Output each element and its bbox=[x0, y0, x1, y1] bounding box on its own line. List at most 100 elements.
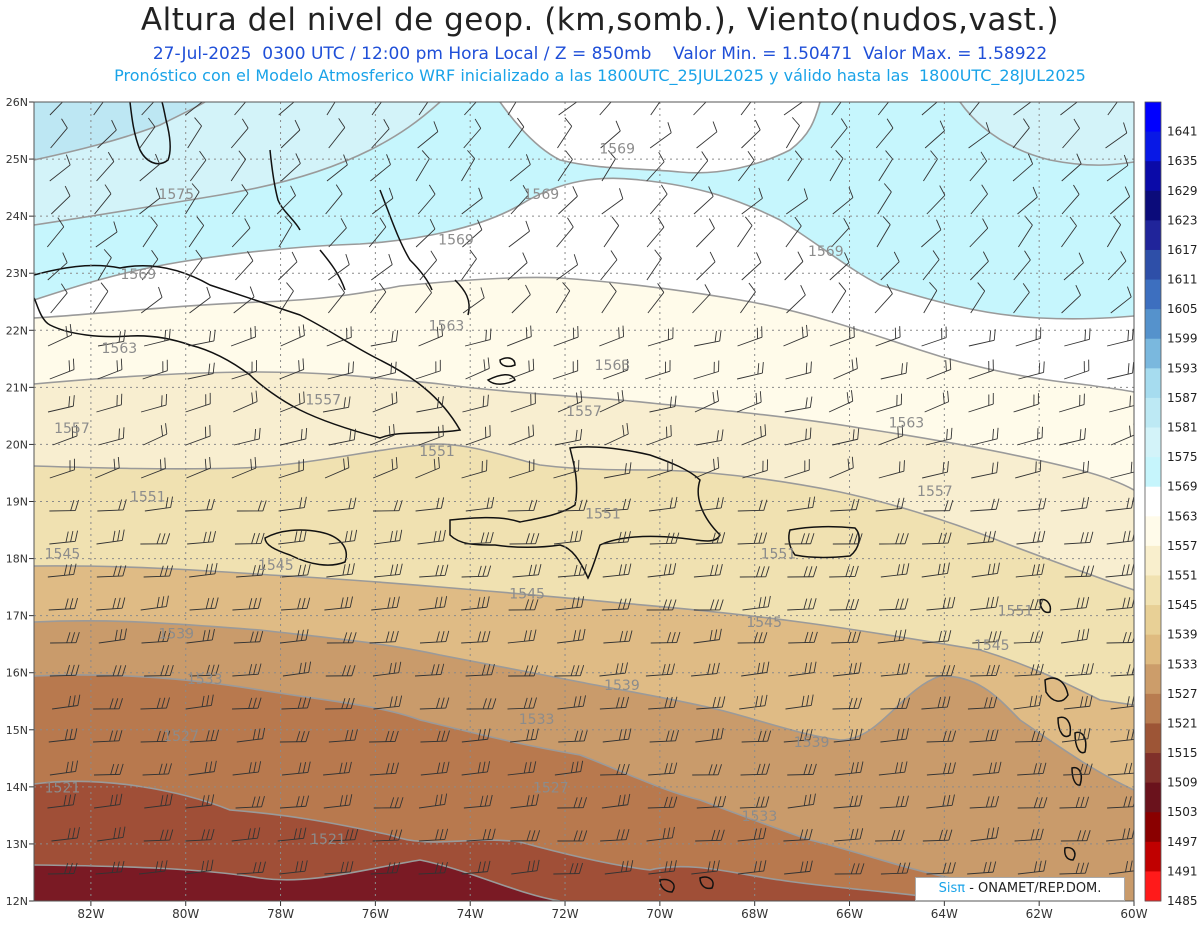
coast-puerto-rico bbox=[788, 525, 860, 559]
wind-barb bbox=[968, 393, 994, 413]
wind-barb bbox=[696, 218, 715, 248]
wind-barb bbox=[142, 216, 158, 248]
wind-barb bbox=[461, 150, 476, 182]
wind-barb bbox=[418, 102, 429, 116]
wind-barb bbox=[187, 531, 217, 545]
wind-barb bbox=[141, 630, 171, 644]
wind-barb bbox=[280, 629, 309, 644]
wind-barb bbox=[280, 324, 305, 347]
wind-barb bbox=[185, 498, 215, 512]
wind-barb bbox=[138, 860, 168, 875]
wind-barb bbox=[693, 628, 722, 644]
plot-frame bbox=[33, 101, 1135, 902]
wind-barb bbox=[553, 862, 584, 875]
wind-barb bbox=[1015, 327, 1042, 347]
wind-barb bbox=[878, 150, 893, 182]
wind-barb bbox=[784, 459, 810, 479]
wind-barb bbox=[876, 393, 903, 413]
axis-labels: 82W 80W 78W 76W 74W 72W 70W 68W 66W 64W 62W 60W 12N 1… bbox=[6, 96, 1148, 921]
band-1575-east bbox=[960, 102, 1134, 166]
wind-barb bbox=[737, 860, 767, 875]
wind-barb bbox=[233, 631, 264, 644]
wind-barb bbox=[967, 861, 997, 875]
wind-barb bbox=[829, 598, 860, 611]
wind-barb bbox=[372, 457, 398, 479]
wind-barb bbox=[509, 424, 535, 446]
wind-barb bbox=[328, 254, 350, 281]
wind-barb bbox=[557, 150, 573, 182]
wind-barb bbox=[741, 187, 763, 215]
coast-lesser-antilles-3 bbox=[1074, 731, 1087, 754]
wind-barb bbox=[461, 761, 491, 776]
wind-barb bbox=[921, 102, 938, 116]
wind-barb bbox=[879, 795, 909, 809]
wind-barb bbox=[231, 457, 257, 479]
wind-barb bbox=[695, 429, 724, 446]
wind-barb bbox=[1015, 460, 1042, 479]
wind-barb bbox=[97, 358, 123, 380]
wind-barb bbox=[1062, 460, 1089, 479]
wind-barb bbox=[188, 216, 205, 248]
credit-box: Sisπ - ONAMET/REP.DOM. bbox=[915, 877, 1125, 901]
wind-barb bbox=[278, 530, 307, 545]
wind-barb bbox=[231, 218, 251, 248]
wind-barb bbox=[326, 563, 355, 578]
colorbar-label: 1545 bbox=[1167, 598, 1198, 612]
wind-barb bbox=[926, 596, 956, 611]
wind-barb bbox=[414, 283, 432, 314]
wind-barb bbox=[373, 695, 403, 710]
wind-barb bbox=[555, 596, 585, 611]
wind-barb bbox=[328, 428, 356, 446]
colorbar-swatch bbox=[1145, 190, 1161, 221]
wind-barb bbox=[1061, 184, 1080, 215]
wind-barb bbox=[142, 763, 172, 776]
wind-barb bbox=[556, 254, 579, 281]
colorbar-label: 1635 bbox=[1167, 154, 1198, 168]
wind-barb bbox=[189, 286, 211, 314]
lat-tick-label: 12N bbox=[6, 895, 28, 908]
wind-barb bbox=[368, 217, 387, 248]
wind-barb bbox=[278, 459, 304, 479]
wind-barb bbox=[647, 283, 665, 314]
wind-barb bbox=[279, 795, 310, 809]
wind-barb bbox=[786, 496, 816, 512]
contour-label: 1569 bbox=[120, 267, 156, 283]
wind-barb bbox=[95, 860, 125, 875]
coast-turks bbox=[486, 374, 516, 385]
wind-barb bbox=[647, 459, 673, 479]
contour-label: 1551 bbox=[130, 490, 166, 506]
coast-cuba bbox=[34, 264, 462, 439]
colorbar-swatch bbox=[1145, 664, 1161, 695]
wind-barb bbox=[604, 860, 634, 875]
wind-barb bbox=[144, 793, 173, 809]
wind-barb bbox=[1110, 664, 1134, 677]
wind-barb bbox=[876, 216, 891, 248]
wind-barb bbox=[1013, 283, 1030, 314]
wind-barb bbox=[185, 183, 200, 215]
colorbar-swatch bbox=[1145, 782, 1161, 813]
colorbar-swatch bbox=[1145, 693, 1161, 724]
wind-barb bbox=[465, 496, 495, 512]
contour-label: 1539 bbox=[604, 678, 640, 694]
wind-barb bbox=[1017, 762, 1047, 776]
wind-barb bbox=[144, 664, 174, 677]
wind-barb bbox=[324, 456, 350, 479]
wind-barb bbox=[602, 531, 631, 545]
wind-barb bbox=[465, 425, 491, 446]
wind-barb bbox=[740, 102, 752, 116]
wind-barb bbox=[186, 629, 215, 644]
colorbar-swatch bbox=[1145, 397, 1161, 429]
wind-barb bbox=[878, 761, 908, 776]
wind-barb bbox=[464, 102, 477, 116]
wind-barb bbox=[970, 596, 999, 611]
wind-barb bbox=[834, 863, 865, 875]
wind-barb bbox=[648, 696, 678, 710]
wind-barb bbox=[833, 795, 863, 809]
wind-barb bbox=[372, 661, 402, 677]
wind-barb bbox=[236, 500, 267, 512]
contour-label: 1533 bbox=[519, 712, 555, 728]
lon-tick-label: 82W bbox=[77, 907, 104, 921]
wind-barb bbox=[603, 630, 633, 644]
wind-barb bbox=[279, 282, 294, 314]
wind-barb bbox=[512, 564, 542, 578]
